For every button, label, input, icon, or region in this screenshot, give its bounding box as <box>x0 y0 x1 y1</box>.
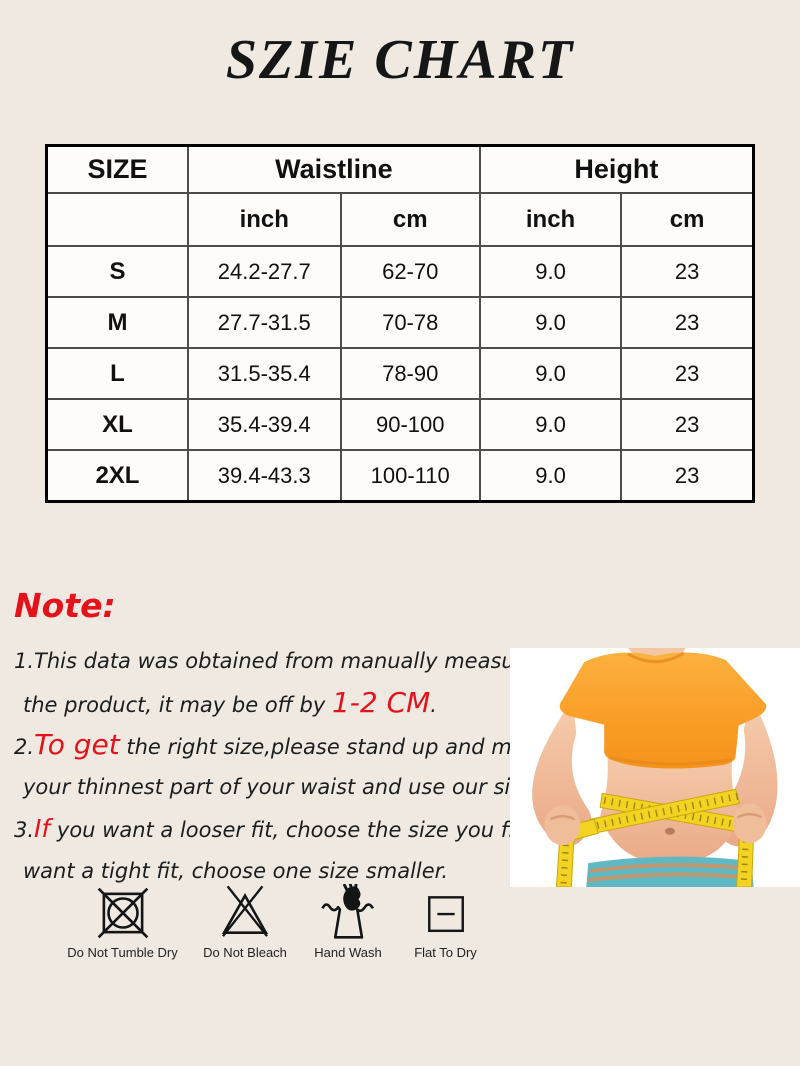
note-text: 1.This data was obtained from manually m… <box>14 649 556 673</box>
note-line: 1.This data was obtained from manually m… <box>14 640 556 682</box>
height-inch-value: 9.0 <box>478 398 623 451</box>
height-inch-value: 9.0 <box>478 347 623 400</box>
size-label: S <box>45 245 189 298</box>
note-heading: Note: <box>14 586 116 625</box>
note-text: 3. <box>14 818 35 842</box>
waist-cm-value: 78-90 <box>339 347 481 400</box>
col-header-height: Height <box>478 144 755 194</box>
note-line: the product, it may be off by 1-2 CM. <box>14 682 519 724</box>
care-item: Do Not Tumble Dry <box>65 884 180 960</box>
note-text: the product, it may be off by <box>23 693 332 717</box>
note-line: 3.If you want a looser fit, choose the s… <box>14 808 603 850</box>
hand-wash-icon <box>321 884 375 939</box>
height-inch-value: 9.0 <box>478 245 623 298</box>
care-instructions: Do Not Tumble Dry Do Not Bleach Hand Was… <box>0 868 480 960</box>
size-header-spacer <box>45 192 189 247</box>
waist-cm-value: 70-78 <box>339 296 481 349</box>
height-inch-value: 9.0 <box>478 449 623 503</box>
waist-inch-value: 39.4-43.3 <box>186 449 342 503</box>
size-label: XL <box>45 398 189 451</box>
note-text: the right size,please stand up and measu… <box>119 735 584 759</box>
table-header-row: SIZE Waistline Height <box>45 144 755 194</box>
size-label: M <box>45 296 189 349</box>
do-not-tumble-dry-icon <box>97 887 148 939</box>
note-text: 2. <box>14 735 35 759</box>
waist-inch-value: 27.7-31.5 <box>186 296 342 349</box>
note-highlight: If <box>34 814 51 843</box>
note-highlight: 1-2 CM <box>331 686 431 719</box>
care-item: Hand Wash <box>302 884 394 960</box>
note-line: 2.To get the right size,please stand up … <box>14 724 583 766</box>
care-label: Do Not Tumble Dry <box>67 945 178 960</box>
note-text: . <box>430 693 437 717</box>
care-label: Hand Wash <box>314 945 382 960</box>
waist-inch-value: 24.2-27.7 <box>186 245 342 298</box>
note-highlight: To get <box>34 728 120 761</box>
note-text: want a tight fit, choose one size smalle… <box>23 859 449 883</box>
care-item: Flat To Dry <box>398 884 493 960</box>
height-cm-value: 23 <box>620 398 755 451</box>
woman-measuring-waist-graphic <box>510 648 800 887</box>
page-title: SZIE CHART <box>225 29 575 91</box>
care-label: Flat To Dry <box>414 945 477 960</box>
notes-section: 1.This data was obtained from manually m… <box>14 640 609 892</box>
waistline-inch-header: inch <box>186 192 342 247</box>
height-cm-value: 23 <box>620 449 755 503</box>
waist-inch-value: 35.4-39.4 <box>186 398 342 451</box>
do-not-bleach-icon <box>221 885 269 937</box>
height-cm-value: 23 <box>620 245 755 298</box>
height-cm-header: cm <box>620 192 755 247</box>
col-header-size: SIZE <box>45 144 189 194</box>
note-line: your thinnest part of your waist and use… <box>14 766 609 808</box>
flat-to-dry-icon <box>427 896 464 933</box>
table-row: S 24.2-27.7 62-70 9.0 23 <box>45 245 755 298</box>
table-subheader-row: inch cm inch cm <box>45 192 755 247</box>
waistline-cm-header: cm <box>339 192 481 247</box>
table-row: 2XL 39.4-43.3 100-110 9.0 23 <box>45 449 755 503</box>
table-row: XL 35.4-39.4 90-100 9.0 23 <box>45 398 755 451</box>
waist-cm-value: 62-70 <box>339 245 481 298</box>
size-chart-table: SIZE Waistline Height inch cm inch cm S … <box>45 144 755 503</box>
note-line: want a tight fit, choose one size smalle… <box>14 850 519 892</box>
measuring-tape-graphic <box>555 788 763 887</box>
waist-inch-value: 31.5-35.4 <box>186 347 342 400</box>
size-label: L <box>45 347 189 400</box>
col-header-waistline: Waistline <box>186 144 481 194</box>
height-cm-value: 23 <box>620 296 755 349</box>
waist-cm-value: 100-110 <box>339 449 481 503</box>
waist-measuring-photo <box>510 648 800 887</box>
height-inch-value: 9.0 <box>478 296 623 349</box>
table-row: L 31.5-35.4 78-90 9.0 23 <box>45 347 755 400</box>
care-item: Do Not Bleach <box>190 884 300 960</box>
height-cm-value: 23 <box>620 347 755 400</box>
size-label: 2XL <box>45 449 189 503</box>
care-label: Do Not Bleach <box>203 945 287 960</box>
height-inch-header: inch <box>478 192 623 247</box>
table-row: M 27.7-31.5 70-78 9.0 23 <box>45 296 755 349</box>
waist-cm-value: 90-100 <box>339 398 481 451</box>
